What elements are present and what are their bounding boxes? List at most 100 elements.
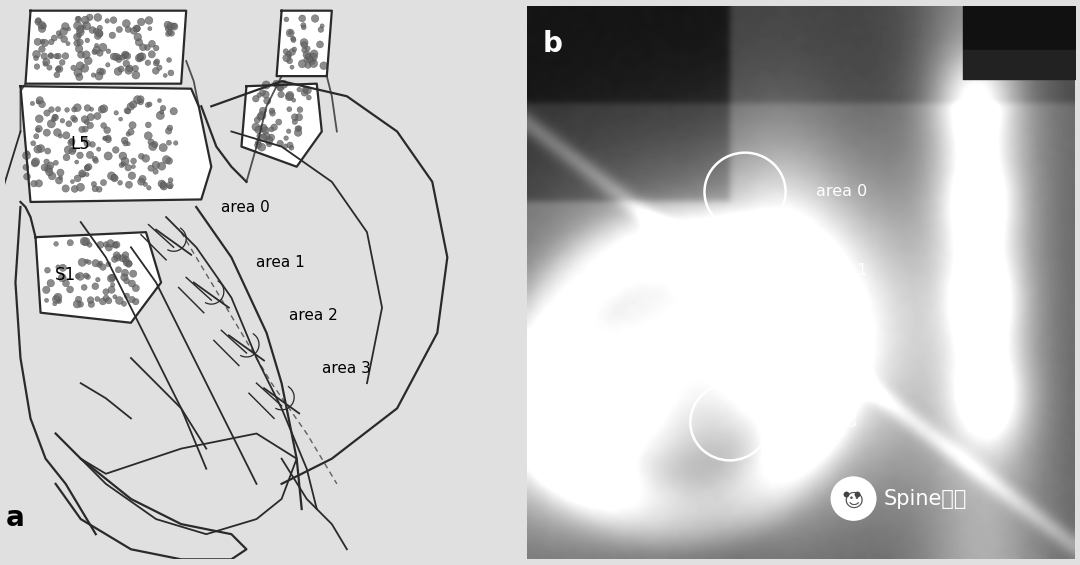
Point — [73, 125, 91, 134]
Point — [106, 173, 123, 182]
Point — [103, 285, 120, 294]
Point — [118, 19, 135, 28]
Polygon shape — [36, 232, 161, 323]
Point — [154, 103, 172, 112]
Point — [77, 16, 94, 25]
Point — [46, 299, 64, 308]
Point — [33, 21, 51, 30]
Point — [144, 142, 161, 151]
Point — [281, 56, 298, 66]
Point — [50, 263, 67, 272]
Point — [138, 43, 156, 52]
Point — [299, 51, 316, 60]
Point — [42, 161, 59, 170]
Point — [299, 44, 316, 53]
Point — [251, 90, 268, 99]
Point — [268, 79, 285, 88]
Point — [86, 184, 104, 193]
Point — [100, 243, 118, 252]
Point — [86, 47, 104, 56]
Point — [84, 140, 102, 149]
Point — [303, 56, 321, 66]
Point — [87, 45, 105, 54]
Point — [50, 51, 67, 60]
Point — [45, 33, 63, 42]
Point — [151, 96, 168, 105]
Point — [286, 45, 303, 54]
Point — [108, 240, 125, 249]
Point — [92, 240, 109, 249]
Text: L5: L5 — [71, 135, 91, 153]
Point — [272, 84, 289, 93]
Point — [46, 112, 64, 121]
Point — [105, 52, 122, 61]
Point — [260, 140, 278, 149]
Point — [73, 169, 91, 178]
Point — [148, 44, 165, 53]
Point — [163, 29, 180, 38]
Point — [76, 283, 93, 292]
Point — [39, 146, 56, 155]
Point — [31, 96, 49, 105]
Point — [125, 27, 143, 36]
Point — [45, 115, 63, 124]
Point — [66, 105, 83, 114]
Point — [278, 47, 295, 56]
Point — [87, 27, 105, 36]
Point — [271, 84, 288, 93]
Point — [162, 21, 179, 31]
Point — [113, 53, 131, 62]
Point — [42, 51, 59, 60]
Point — [312, 25, 329, 34]
Point — [282, 28, 299, 37]
Point — [70, 31, 87, 40]
Point — [271, 139, 288, 148]
Point — [108, 251, 125, 260]
Point — [76, 64, 93, 73]
Point — [54, 263, 71, 272]
Point — [50, 64, 67, 73]
Point — [305, 59, 322, 68]
Point — [103, 274, 120, 283]
Point — [63, 138, 80, 147]
Point — [255, 124, 272, 133]
Point — [120, 107, 137, 116]
Point — [126, 64, 144, 73]
Point — [50, 29, 67, 38]
Point — [71, 151, 89, 160]
Text: a: a — [5, 503, 24, 532]
Polygon shape — [26, 11, 186, 84]
Point — [305, 53, 322, 62]
Point — [249, 125, 267, 134]
Point — [161, 157, 178, 166]
Point — [122, 102, 139, 111]
Point — [157, 71, 174, 80]
Point — [116, 136, 133, 145]
Circle shape — [832, 477, 876, 520]
Point — [121, 64, 138, 73]
Point — [162, 176, 179, 185]
Point — [82, 112, 99, 121]
Point — [266, 123, 283, 132]
Point — [52, 132, 69, 141]
Point — [156, 182, 173, 191]
Point — [112, 64, 130, 73]
Point — [118, 258, 135, 267]
Point — [280, 49, 297, 58]
Point — [40, 164, 57, 173]
Point — [43, 172, 60, 181]
Point — [153, 162, 171, 171]
Point — [52, 173, 69, 182]
Point — [286, 118, 303, 127]
Point — [161, 28, 178, 37]
Point — [114, 151, 132, 160]
Point — [113, 160, 131, 170]
Point — [104, 273, 121, 282]
Point — [72, 182, 90, 192]
Point — [137, 154, 154, 163]
Point — [262, 133, 280, 142]
Point — [69, 15, 86, 24]
Point — [36, 51, 53, 60]
Point — [90, 32, 107, 41]
Point — [85, 71, 103, 80]
